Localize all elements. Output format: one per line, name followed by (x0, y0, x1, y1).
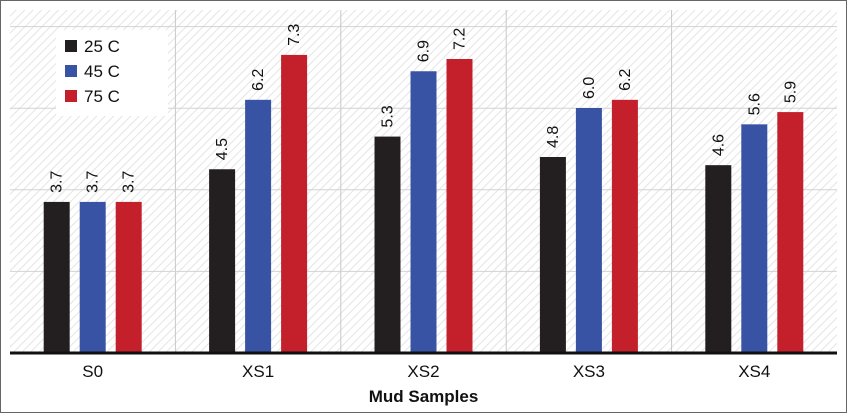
bar-xs4-series-1 (705, 165, 732, 353)
data-label: 7.3 (286, 24, 303, 46)
bar-xs3-series-1 (539, 157, 566, 353)
data-label: 5.6 (746, 93, 763, 115)
data-label: 4.6 (710, 134, 727, 156)
bar-xs1-series-1 (209, 169, 236, 353)
legend-label: 25 C (84, 37, 120, 56)
data-label: 5.3 (380, 105, 397, 127)
legend-label: 75 C (84, 87, 120, 106)
data-label: 6.2 (617, 68, 634, 90)
bar-xs2-series-2 (410, 71, 437, 353)
data-label: 6.2 (250, 68, 267, 90)
bar-xs1-series-2 (245, 99, 272, 353)
legend-swatch (65, 65, 77, 77)
bar-xs1-series-3 (281, 54, 308, 354)
data-label: 4.8 (545, 126, 562, 148)
bar-xs2-series-1 (374, 136, 401, 353)
data-label: 5.9 (782, 81, 799, 103)
legend-label: 45 C (84, 62, 120, 81)
legend: 25 C 45 C 75 C (56, 30, 168, 116)
data-label: 3.7 (121, 171, 138, 193)
x-axis-title: Mud Samples (369, 387, 479, 406)
bar-xs4-series-2 (741, 124, 768, 353)
x-tick-label: XS1 (242, 362, 274, 381)
data-label: 4.5 (214, 138, 231, 160)
x-tick-label: XS4 (738, 362, 770, 381)
data-label: 6.0 (581, 77, 598, 99)
x-tick-labels: S0 XS1 XS2 XS3 XS4 (82, 362, 770, 381)
x-tick-label: XS2 (407, 362, 439, 381)
legend-swatch (65, 40, 77, 52)
bar-s0-series-2 (79, 201, 106, 353)
legend-swatch (65, 90, 77, 102)
data-label: 3.7 (49, 171, 66, 193)
x-tick-label: S0 (82, 362, 103, 381)
bar-xs3-series-2 (575, 108, 602, 353)
bars (43, 54, 804, 354)
data-label: 6.9 (416, 40, 433, 62)
data-labels: 3.7 3.7 3.7 4.5 6.2 7.3 5.3 6.9 7.2 4.8 6.0 6.2 4.6 5… (49, 24, 800, 193)
data-label: 7.2 (452, 28, 469, 50)
x-tick-label: XS3 (573, 362, 605, 381)
data-label: 3.7 (85, 171, 102, 193)
bar-xs2-series-3 (446, 59, 473, 353)
bar-xs4-series-3 (777, 112, 804, 353)
bar-s0-series-3 (115, 201, 142, 353)
bar-s0-series-1 (43, 201, 70, 353)
bar-xs3-series-3 (611, 99, 638, 353)
